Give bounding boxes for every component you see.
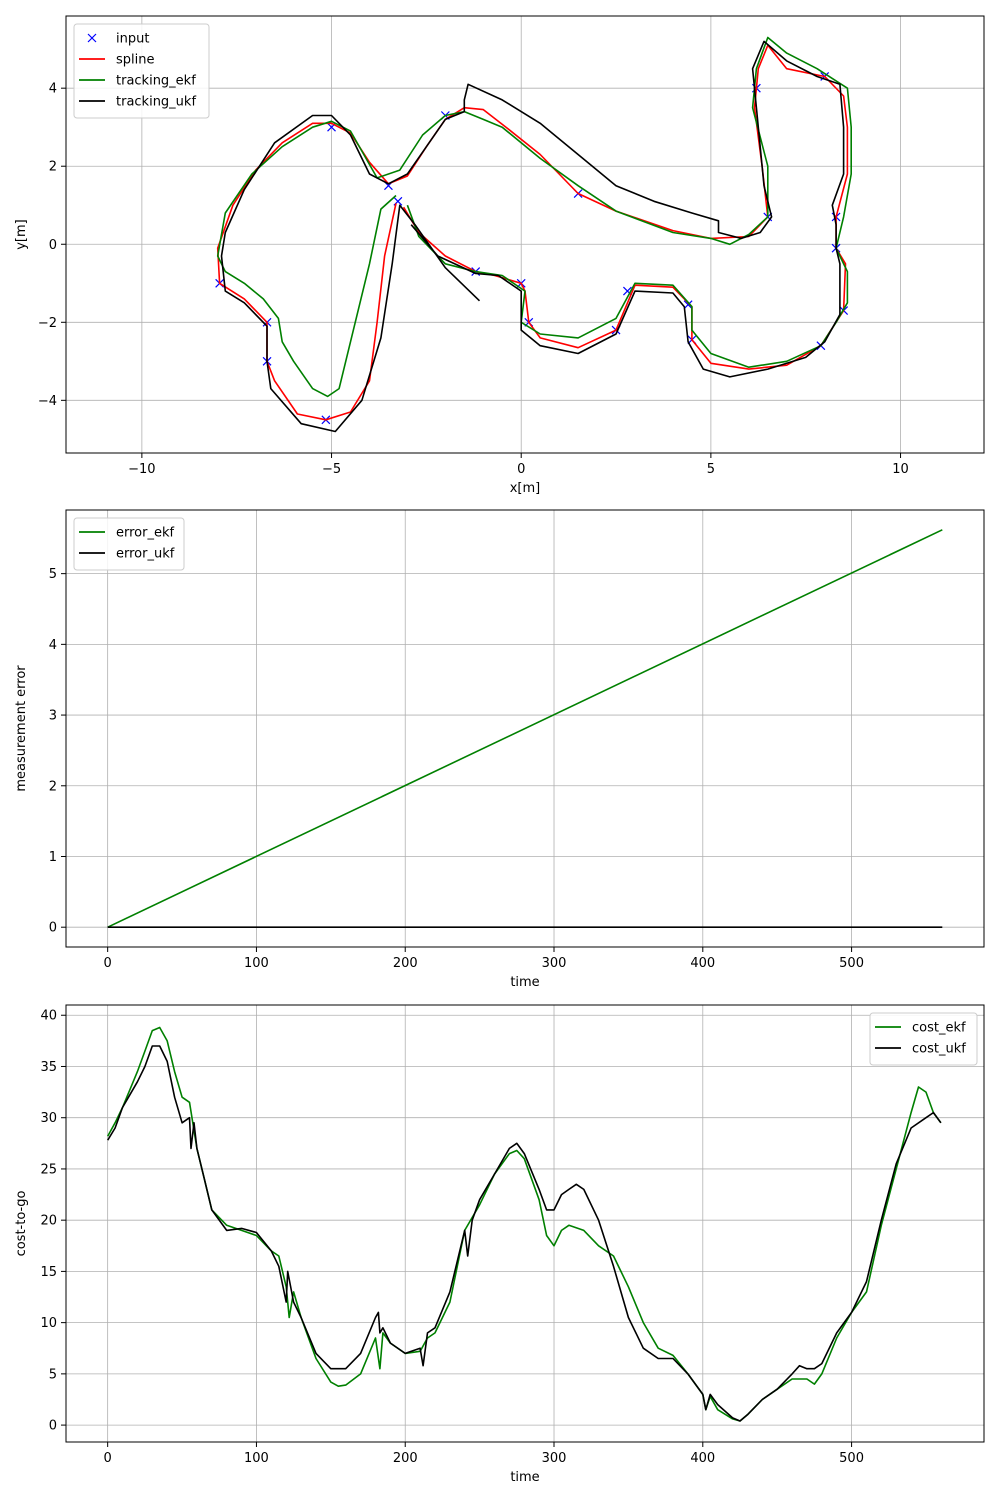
y-axis-label: y[m] <box>14 219 29 250</box>
x-tick-label: 100 <box>244 956 269 971</box>
series-line-error-ekf <box>107 529 943 928</box>
x-tick-label: 0 <box>104 956 112 971</box>
y-tick-label: −4 <box>38 394 57 409</box>
x-tick-label: 5 <box>707 462 715 477</box>
y-tick-label: 3 <box>49 709 57 724</box>
y-tick-label: 2 <box>49 160 57 175</box>
y-tick-label: 0 <box>49 1419 57 1434</box>
series-line-cost-ukf <box>107 1045 942 1422</box>
y-tick-label: 40 <box>40 1009 57 1024</box>
y-tick-label: 4 <box>49 82 57 97</box>
legend-label-tracking-ukf: tracking_ukf <box>116 95 196 110</box>
legend-box <box>869 1012 978 1066</box>
marker-input <box>683 300 693 310</box>
y-tick-label: 4 <box>49 638 57 653</box>
axes-frame <box>65 1004 985 1443</box>
x-axis-label: x[m] <box>510 481 541 496</box>
y-tick-label: 30 <box>40 1111 57 1126</box>
y-tick-label: 25 <box>40 1162 57 1177</box>
legend: error_ekf error_ukf <box>73 517 185 571</box>
y-tick-label: 2 <box>49 779 57 794</box>
legend-label-error-ekf: error_ekf <box>116 526 174 541</box>
x-tick-label: 300 <box>542 1451 567 1466</box>
y-tick-label: 1 <box>49 850 57 865</box>
x-tick-label: 200 <box>393 956 418 971</box>
y-tick-label: 5 <box>49 1367 57 1382</box>
series-line-tracking-ukf <box>220 40 845 433</box>
legend: input spline tracking_ekf tracking_ukf <box>73 23 210 119</box>
axes-frame <box>65 509 985 948</box>
x-tick-label: 400 <box>690 956 715 971</box>
x-tick-label: 10 <box>892 462 909 477</box>
legend-label-error-ukf: error_ukf <box>116 547 175 562</box>
x-tick-label: 500 <box>839 956 864 971</box>
legend: cost_ekf cost_ukf <box>869 1012 978 1066</box>
x-axis-label: time <box>510 1470 539 1485</box>
x-tick-label: 400 <box>690 1451 715 1466</box>
legend-label-input: input <box>116 32 149 47</box>
x-tick-label: 100 <box>244 1451 269 1466</box>
x-tick-label: −5 <box>322 462 341 477</box>
y-tick-label: 5 <box>49 567 57 582</box>
x-tick-label: 300 <box>542 956 567 971</box>
legend-label-spline: spline <box>116 53 155 68</box>
cost-to-go-plot: 0 100 200 300 400 500 0 5 10 15 20 25 30 35 40 time cost… <box>14 1004 985 1485</box>
legend-marker-input <box>87 33 97 43</box>
trajectory-plot: −10 −5 0 5 10 −4 −2 0 2 4 x[m] y[m] input spline track… <box>14 15 985 496</box>
legend-box <box>73 517 185 571</box>
x-tick-label: −10 <box>128 462 155 477</box>
legend-box <box>73 23 210 119</box>
x-tick-label: 0 <box>517 462 525 477</box>
y-tick-label: 10 <box>40 1316 57 1331</box>
legend-label-cost-ukf: cost_ukf <box>912 1042 966 1057</box>
x-axis-label: time <box>510 975 539 990</box>
y-axis-label: cost-to-go <box>14 1191 29 1257</box>
legend-label-tracking-ekf: tracking_ekf <box>116 74 196 89</box>
y-tick-label: 35 <box>40 1060 57 1075</box>
y-axis-label: measurement error <box>14 665 29 792</box>
x-tick-label: 500 <box>839 1451 864 1466</box>
y-tick-label: 0 <box>49 921 57 936</box>
y-tick-label: 20 <box>40 1214 57 1229</box>
y-tick-label: 15 <box>40 1265 57 1280</box>
y-tick-label: −2 <box>38 316 57 331</box>
axes-frame <box>65 15 985 454</box>
measurement-error-plot: 0 100 200 300 400 500 0 1 2 3 4 5 time measurement er… <box>14 509 985 990</box>
x-tick-label: 200 <box>393 1451 418 1466</box>
x-tick-label: 0 <box>104 1451 112 1466</box>
series-line-tracking-ekf <box>216 36 852 398</box>
y-tick-label: 0 <box>49 238 57 253</box>
legend-label-cost-ekf: cost_ekf <box>912 1021 966 1036</box>
